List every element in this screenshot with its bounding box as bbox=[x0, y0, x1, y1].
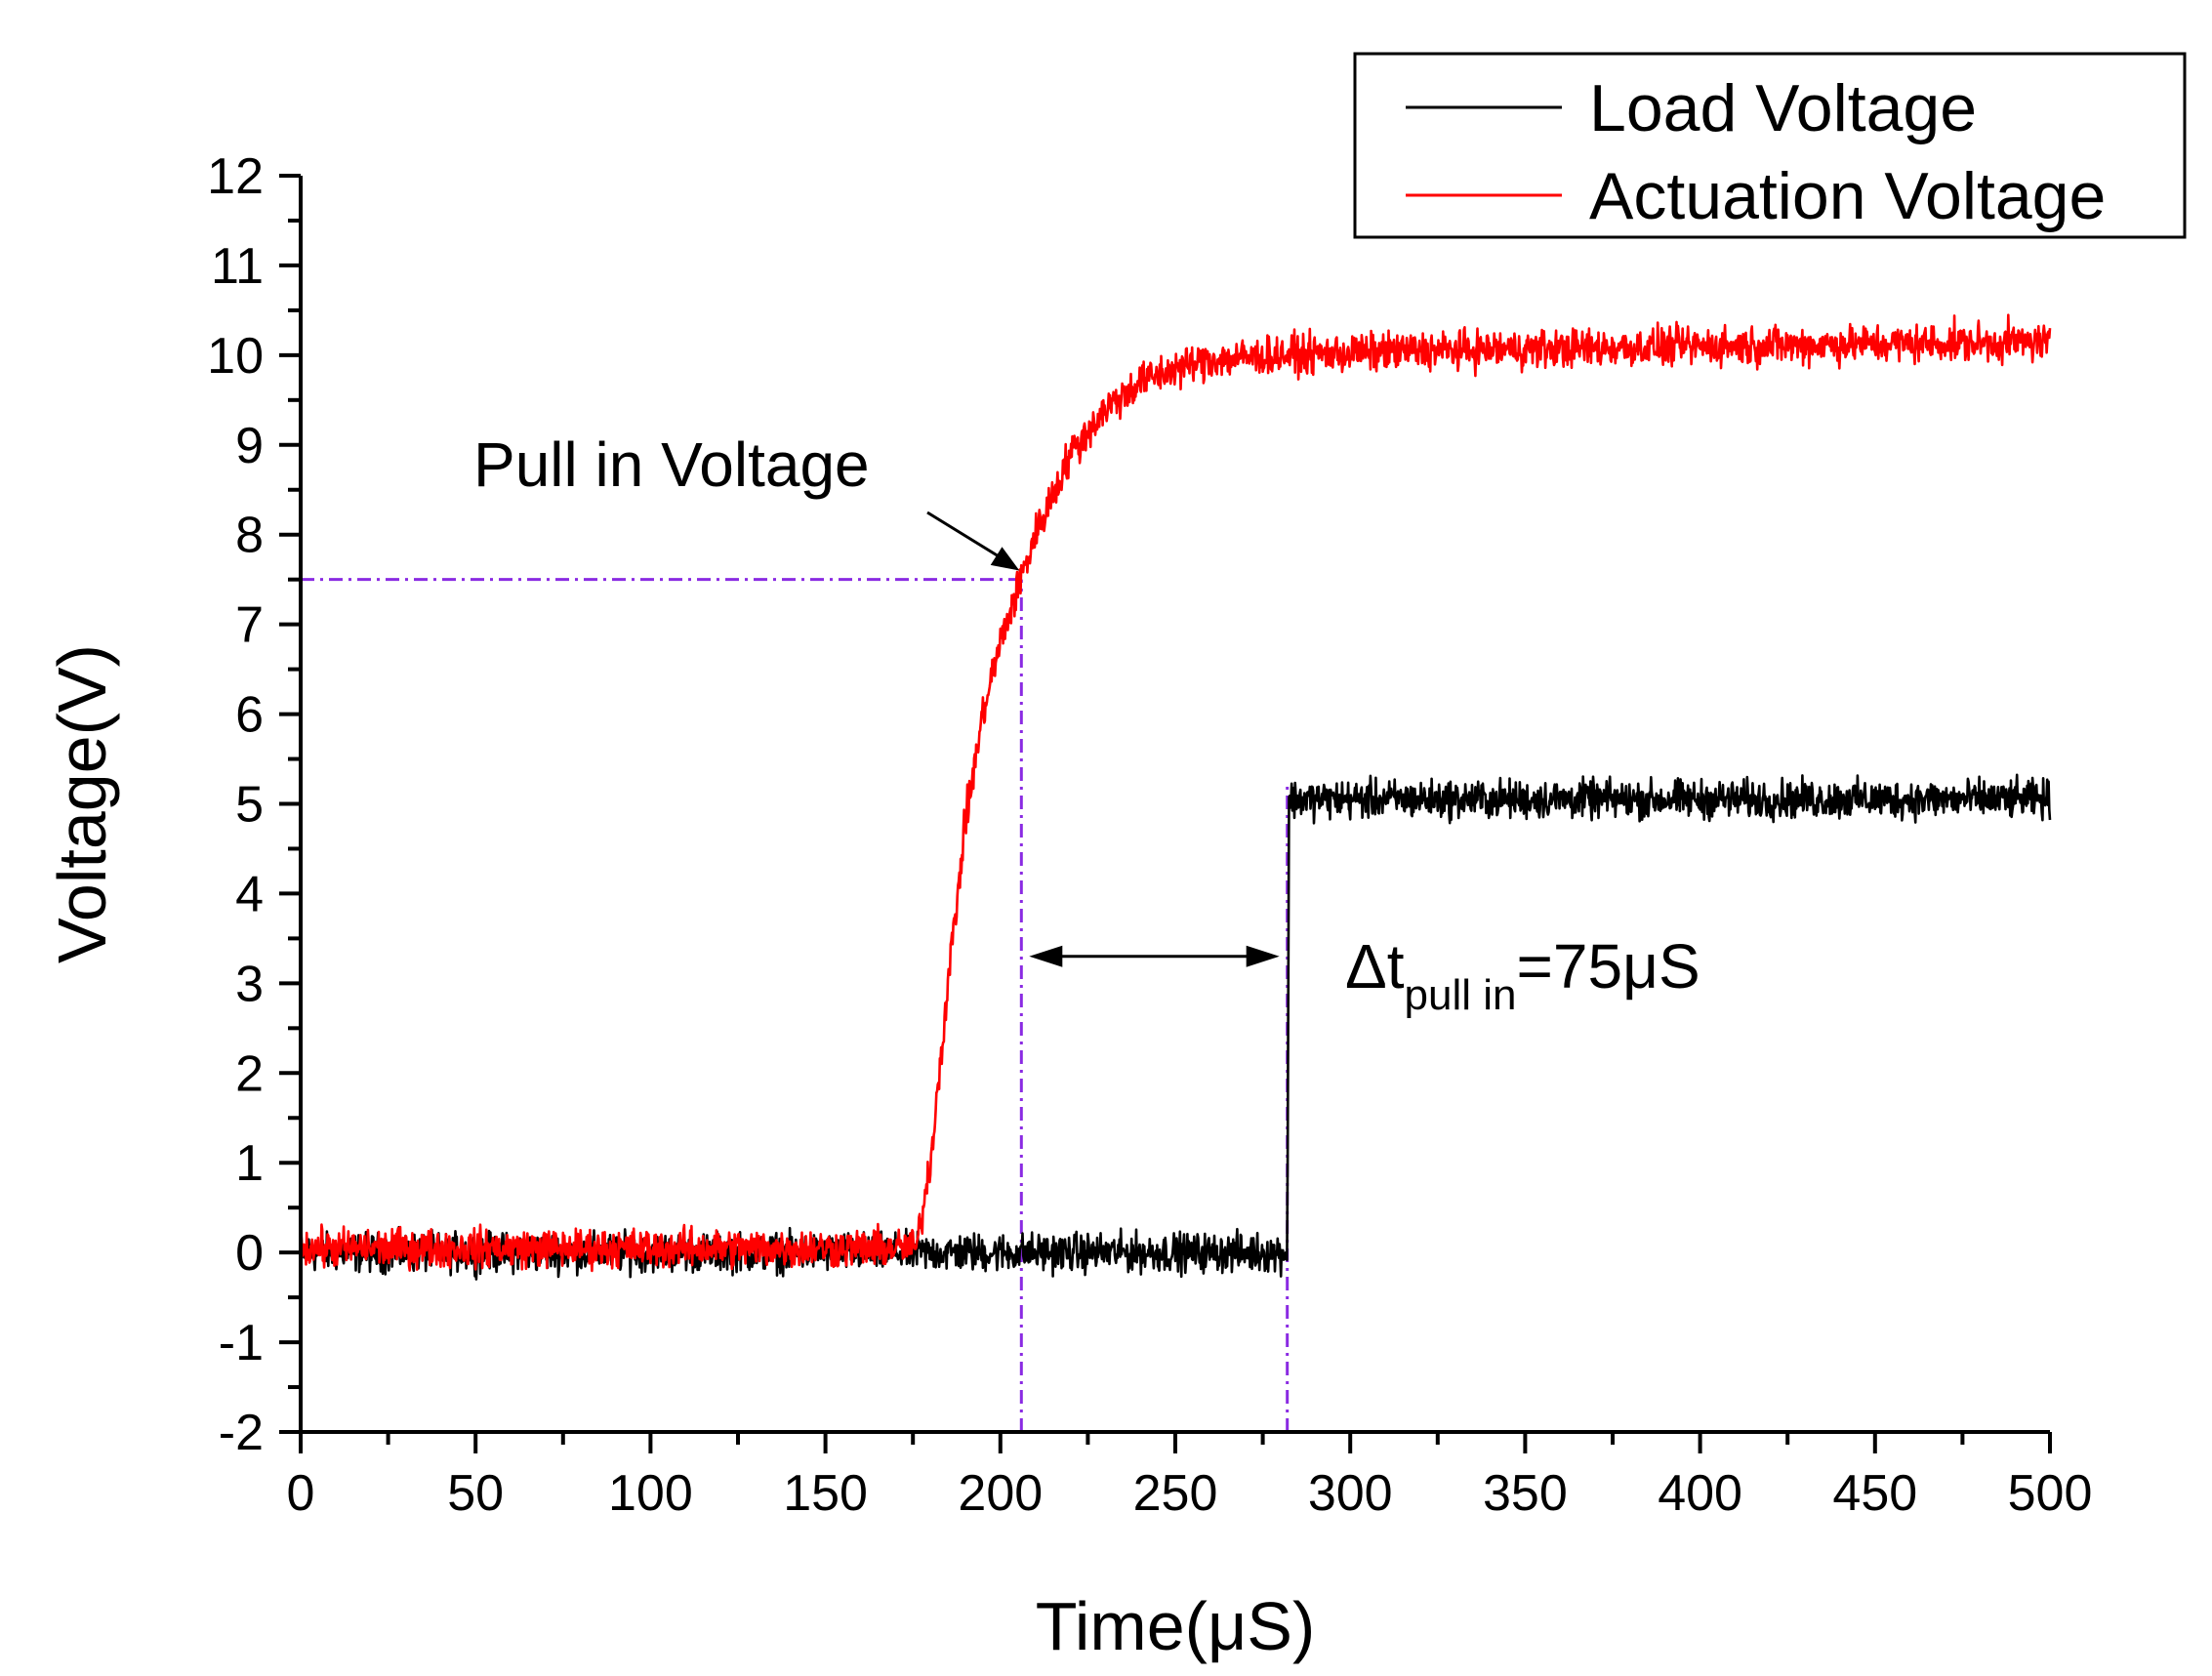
y-tick-label: 12 bbox=[207, 148, 264, 205]
legend: Load Voltage Actuation Voltage bbox=[1353, 52, 2187, 239]
y-tick-label: 2 bbox=[235, 1045, 264, 1102]
delta-t-arrowhead-right bbox=[1246, 945, 1280, 967]
y-tick-label: 9 bbox=[235, 418, 264, 474]
series-layer bbox=[299, 313, 2052, 1281]
x-axis-title: Time(μS) bbox=[1036, 1588, 1316, 1664]
series-line-load-voltage bbox=[299, 773, 2052, 1281]
x-tick-label: 500 bbox=[2008, 1465, 2093, 1522]
y-tick-label: 6 bbox=[235, 687, 264, 744]
x-tick-label: 0 bbox=[287, 1465, 315, 1522]
y-tick-label: -2 bbox=[219, 1405, 264, 1461]
x-tick-label: 450 bbox=[1832, 1465, 1917, 1522]
y-axis-title: Voltage(V) bbox=[44, 644, 120, 963]
y-tick-label: 3 bbox=[235, 956, 264, 1012]
x-tick-label: 250 bbox=[1133, 1465, 1218, 1522]
y-tick-label: -1 bbox=[219, 1315, 264, 1371]
pull-in-voltage-label: Pull in Voltage bbox=[473, 429, 870, 500]
pull-in-arrowhead bbox=[990, 547, 1020, 571]
x-tick-label: 350 bbox=[1483, 1465, 1568, 1522]
reference-lines bbox=[301, 578, 1290, 1432]
x-ticks: 0 50 100 150 200 250 300 350 400 450 500 bbox=[287, 1432, 2093, 1522]
delta-t-suffix: =75μS bbox=[1517, 931, 1700, 1002]
delta-t-arrowhead-left bbox=[1029, 945, 1063, 967]
legend-label-actuation-voltage: Actuation Voltage bbox=[1589, 159, 2106, 233]
y-tick-label: 4 bbox=[235, 866, 264, 922]
x-tick-label: 200 bbox=[958, 1465, 1043, 1522]
y-tick-label: 5 bbox=[235, 777, 264, 834]
x-tick-label: 400 bbox=[1658, 1465, 1742, 1522]
y-tick-label: 10 bbox=[207, 328, 264, 385]
annotations: Pull in Voltage Δtpull in=75μS bbox=[473, 429, 1700, 1019]
delta-t-prefix: Δt bbox=[1345, 931, 1405, 1002]
y-tick-label: 8 bbox=[235, 508, 264, 564]
y-tick-label: 0 bbox=[235, 1225, 264, 1282]
x-tick-label: 150 bbox=[783, 1465, 868, 1522]
delta-t-label: Δtpull in=75μS bbox=[1345, 931, 1700, 1019]
legend-label-load-voltage: Load Voltage bbox=[1589, 71, 1977, 145]
x-tick-label: 300 bbox=[1308, 1465, 1393, 1522]
delta-t-subscript: pull in bbox=[1405, 971, 1517, 1019]
y-tick-label: 1 bbox=[235, 1135, 264, 1192]
legend-box bbox=[1353, 52, 2187, 239]
x-tick-label: 50 bbox=[447, 1465, 504, 1522]
y-tick-label: 7 bbox=[235, 597, 264, 654]
series-line-actuation-voltage bbox=[299, 313, 2052, 1273]
pull-in-arrow bbox=[926, 511, 1007, 562]
y-tick-label: 11 bbox=[211, 238, 264, 295]
x-tick-label: 100 bbox=[608, 1465, 693, 1522]
